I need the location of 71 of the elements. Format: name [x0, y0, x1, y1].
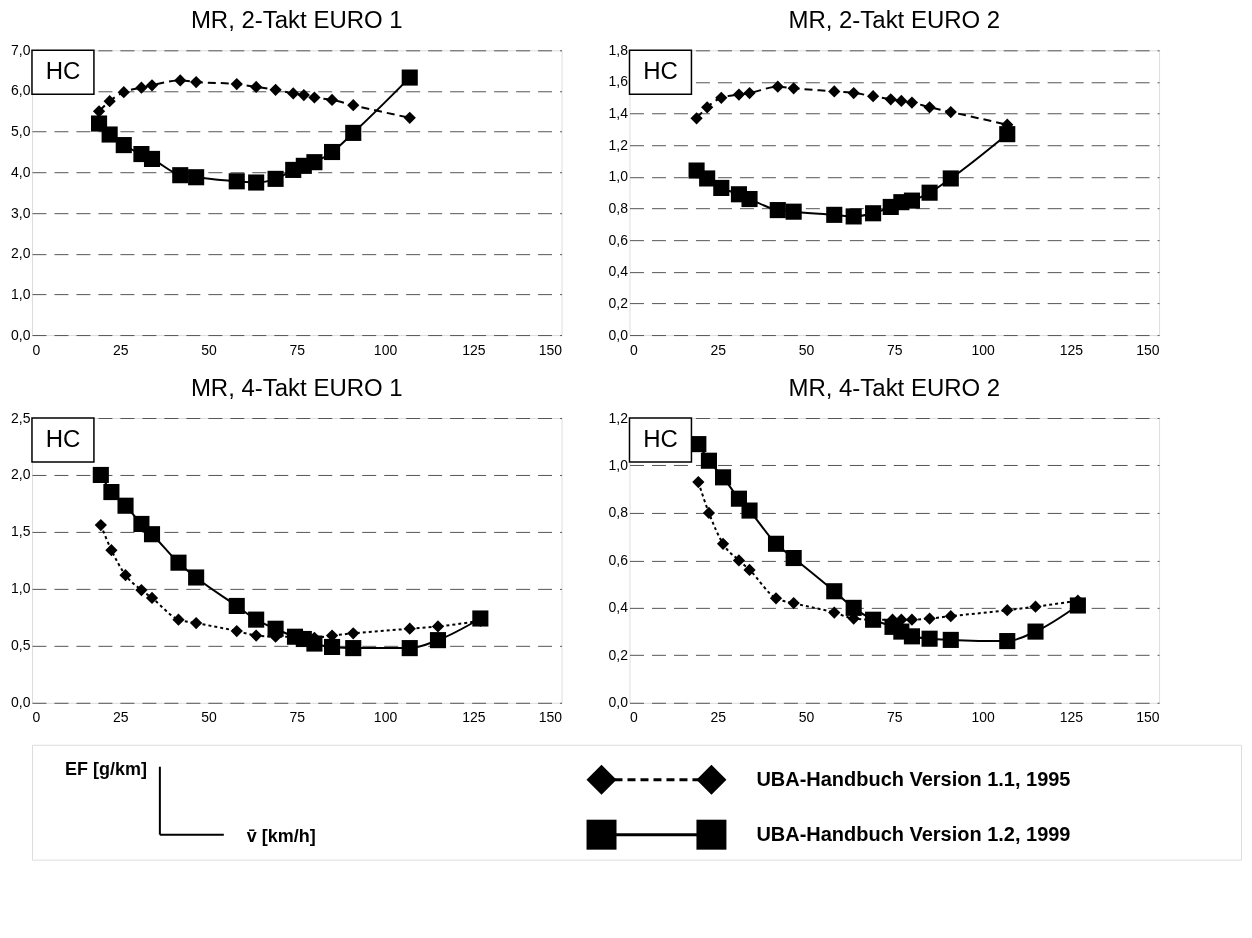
chart-title: MR, 4-Takt EURO 1: [190, 374, 403, 402]
x-tick-label: 0: [630, 709, 638, 726]
y-tick-label: 6,0: [11, 82, 31, 99]
legend-label: UBA-Handbuch Version 1.2, 1999: [756, 822, 1071, 845]
y-tick-label: 2,0: [11, 466, 31, 483]
y-tick-label: 1,6: [608, 73, 629, 90]
y-tick-label: 0,6: [608, 231, 629, 248]
x-tick-label: 75: [289, 709, 306, 726]
y-tick-label: 0,5: [11, 637, 31, 654]
y-tick-label: 0,2: [608, 646, 629, 663]
y-tick-label: 0,8: [608, 504, 629, 521]
x-tick-label: 0: [32, 341, 41, 358]
x-tick-label: 125: [462, 709, 486, 726]
legend-label: UBA-Handbuch Version 1.1, 1995: [756, 767, 1071, 790]
y-tick-label: 0,8: [608, 200, 629, 217]
chart-title: MR, 2-Takt EURO 2: [788, 6, 1001, 34]
x-tick-label: 25: [710, 341, 727, 358]
y-tick-label: 0,4: [608, 599, 629, 616]
y-tick-label: 1,8: [608, 41, 629, 58]
x-tick-label: 100: [971, 341, 995, 358]
y-tick-label: 1,0: [608, 456, 629, 473]
y-tick-label: 0,6: [608, 551, 629, 568]
chart-title: MR, 4-Takt EURO 2: [788, 374, 1001, 402]
x-tick-label: 50: [201, 709, 217, 726]
x-tick-label: 50: [798, 709, 815, 726]
y-tick-label: 0,2: [608, 294, 629, 311]
x-tick-label: 25: [112, 341, 129, 358]
y-tick-label: 1,2: [608, 409, 629, 426]
y-tick-label: 1,0: [11, 580, 31, 597]
x-tick-label: 150: [538, 341, 563, 358]
x-tick-label: 150: [1136, 341, 1160, 358]
y-tick-label: 2,5: [11, 409, 31, 426]
x-tick-label: 150: [538, 709, 563, 726]
x-tick-label: 75: [887, 341, 903, 358]
y-tick-label: 4,0: [11, 163, 31, 180]
y-tick-label: 1,5: [11, 523, 31, 540]
y-tick-label: 2,0: [11, 245, 31, 262]
annotation: HC: [45, 424, 81, 452]
x-tick-label: 0: [32, 709, 41, 726]
y-tick-label: 0,0: [11, 694, 31, 711]
y-tick-label: 1,2: [608, 136, 629, 153]
x-tick-label: 150: [1136, 709, 1160, 726]
chart-title: MR, 2-Takt EURO 1: [190, 6, 403, 34]
y-tick-label: 1,4: [608, 105, 629, 122]
y-tick-label: 3,0: [11, 204, 31, 221]
x-tick-label: 100: [373, 709, 398, 726]
x-tick-label: 100: [373, 341, 398, 358]
y-tick-label: 0,0: [11, 326, 31, 343]
y-tick-label: 0,4: [608, 263, 629, 280]
annotation: HC: [643, 57, 678, 85]
y-tick-label: 1,0: [608, 168, 629, 185]
x-tick-label: 75: [289, 341, 306, 358]
x-tick-label: 125: [462, 341, 486, 358]
x-tick-label: 100: [971, 709, 995, 726]
x-tick-label: 75: [887, 709, 903, 726]
x-tick-label: 25: [710, 709, 727, 726]
x-tick-label: 50: [798, 341, 815, 358]
text: EF [g/km]: [65, 758, 147, 779]
x-tick-label: 125: [1059, 709, 1084, 726]
y-tick-label: 0,0: [608, 326, 629, 343]
x-tick-label: 125: [1059, 341, 1084, 358]
x-tick-label: 25: [112, 709, 129, 726]
annotation: HC: [643, 424, 678, 452]
x-tick-label: 50: [201, 341, 217, 358]
text: v̄ [km/h]: [246, 825, 316, 846]
y-tick-label: 5,0: [11, 123, 31, 140]
annotation: HC: [45, 57, 81, 85]
x-tick-label: 0: [630, 341, 638, 358]
y-tick-label: 7,0: [11, 41, 31, 58]
y-tick-label: 1,0: [11, 285, 31, 302]
y-tick-label: 0,0: [608, 694, 629, 711]
